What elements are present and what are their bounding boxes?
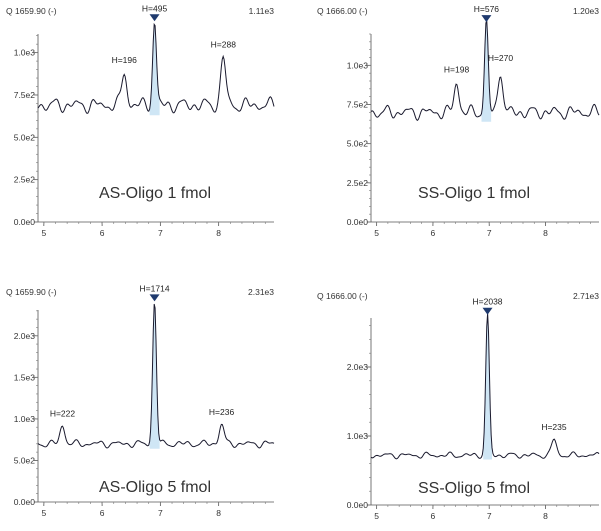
y-tick-label: 7.5e2 [347,100,369,110]
x-tick-label: 6 [100,508,105,518]
y-tick-label: 1.0e3 [347,60,369,70]
peak-area-fill [149,303,160,449]
panel-header-left: Q 1666.00 (-) [317,6,368,16]
panel-header-right: 1.11e3 [249,6,275,16]
y-tick-label: 0.0e0 [14,217,36,227]
peak-height-label: H=2038 [473,297,503,307]
chromatogram-trace [37,22,275,114]
peak-height-label: H=235 [541,422,567,432]
y-tick-label: 1.5e3 [14,372,36,382]
y-tick-label: 5.0e2 [14,455,36,465]
sample-label: SS-Oligo 1 fmol [418,185,530,202]
x-tick-label: 5 [41,228,46,238]
peak-marker [149,14,160,22]
y-tick-label: 2.5e2 [14,175,36,185]
x-tick-label: 7 [158,228,163,238]
panel-header-right: 1.20e3 [573,6,599,16]
x-tick-label: 6 [431,511,436,521]
y-tick-label: 1.0e3 [14,48,36,58]
sample-label: SS-Oligo 5 fmol [418,480,530,497]
peak-height-label: H=270 [488,53,514,63]
chromatogram-trace [37,303,275,449]
plot-area: 5 6 7 8 0.0e0 1.0e3 2.0e3 H=2038 H=235 [347,297,600,521]
x-tick-label: 8 [543,228,548,238]
peak-height-label: H=495 [142,3,168,13]
panel-header-left: Q 1666.00 (-) [317,291,368,301]
peak-height-label: H=576 [474,4,500,14]
x-tick-label: 5 [41,508,46,518]
y-tick-label: 2.5e2 [347,178,369,188]
peak-area-fill [481,20,492,122]
sample-label: AS-Oligo 1 fmol [99,185,211,202]
x-tick-label: 6 [100,228,105,238]
y-tick-label: 7.5e2 [14,90,36,100]
y-tick-label: 2.0e3 [347,362,369,372]
peak-marker [481,15,492,23]
chromatogram-trace [370,313,600,460]
panel-header-right: 2.71e3 [573,291,599,301]
peak-height-label: H=222 [50,408,76,418]
x-tick-label: 8 [216,508,221,518]
plot-area: 5 6 7 8 0.0e0 5.0e2 1.0e3 1.5e3 2.0e3 H=222 H=1714… [14,283,275,518]
x-tick-label: 5 [374,511,379,521]
y-tick-label: 1.0e3 [14,414,36,424]
y-tick-label: 1.0e3 [347,431,369,441]
x-tick-label: 8 [543,511,548,521]
y-tick-label: 0.0e0 [14,497,36,507]
plot-area: 5 6 7 8 0.0e0 2.5e2 5.0e2 7.5e2 1.0e3 H=196 H=495 H… [14,3,275,238]
x-tick-label: 8 [216,228,221,238]
peak-marker [482,307,493,315]
panel-header-right: 2.31e3 [248,287,274,297]
x-tick-label: 7 [158,508,163,518]
x-tick-label: 6 [431,228,436,238]
sample-label: AS-Oligo 5 fmol [99,479,211,496]
y-tick-label: 5.0e2 [14,132,36,142]
panel-header-left: Q 1659.90 (-) [6,6,57,16]
x-tick-label: 5 [374,228,379,238]
x-tick-label: 7 [487,511,492,521]
y-tick-label: 2.0e3 [14,331,36,341]
chart-panel-ss-5fmol: Q 1666.00 (-) 2.71e3 5 6 7 8 0.0e0 1.0e3 2.0e3… [317,291,600,521]
chromatogram-trace [370,20,600,121]
panel-header-left: Q 1659.90 (-) [6,287,57,297]
y-tick-label: 5.0e2 [347,139,369,149]
chart-panel-as-1fmol: Q 1659.90 (-) 1.11e3 5 6 7 8 0.0e0 2.5e2 5.0e2… [6,3,275,238]
peak-height-label: H=1714 [140,283,170,293]
peak-marker [149,294,160,302]
peak-height-label: H=198 [444,64,470,74]
x-tick-label: 7 [487,228,492,238]
peak-height-label: H=288 [211,39,237,49]
peak-height-label: H=196 [112,55,138,65]
peak-area-fill [149,24,160,116]
plot-area: 5 6 7 8 0.0e0 2.5e2 5.0e2 7.5e2 1.0e3 H=198 H=576 H… [347,4,600,238]
peak-height-label: H=236 [209,407,235,417]
peak-area-fill [483,313,493,460]
y-tick-label: 0.0e0 [347,500,369,510]
chart-panel-as-5fmol: Q 1659.90 (-) 2.31e3 5 6 7 8 0.0e0 5.0e2 1.0e3… [6,283,274,518]
chart-panel-ss-1fmol: Q 1666.00 (-) 1.20e3 5 6 7 8 0.0e0 2.5e2 5.0e2… [317,4,600,238]
y-tick-label: 0.0e0 [347,217,369,227]
